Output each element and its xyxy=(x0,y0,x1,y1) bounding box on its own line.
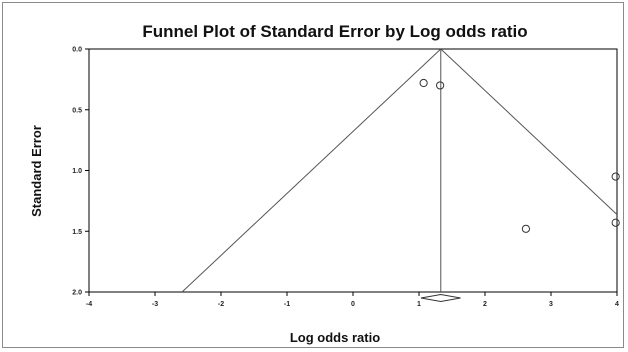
x-tick-label: -1 xyxy=(284,301,290,308)
y-tick-label: 0.0 xyxy=(72,47,82,54)
y-axis-label: Standard Error xyxy=(29,125,44,217)
x-axis-label: Log odds ratio xyxy=(290,330,380,345)
chart-title: Funnel Plot of Standard Error by Log odd… xyxy=(142,22,527,41)
plot-area xyxy=(88,48,618,293)
chart-frame: Funnel Plot of Standard Error by Log odd… xyxy=(2,2,624,348)
summary-diamond xyxy=(420,293,461,303)
y-tick-label: 2.0 xyxy=(72,290,82,297)
x-tick-label: -4 xyxy=(86,301,92,308)
x-tick-label: 0 xyxy=(351,301,355,308)
x-tick-label: 1 xyxy=(417,301,421,308)
plot-marks: -4 -3 -2 -1 0 1 2 3 4 0.0 0.5 1.0 1.5 2.0 xyxy=(72,47,620,308)
study-point xyxy=(611,218,620,227)
x-tick-label: 2 xyxy=(483,301,487,308)
funnel-plot: Funnel Plot of Standard Error by Log odd… xyxy=(29,22,620,345)
x-tick-label: -2 xyxy=(218,301,224,308)
x-tick-label: 4 xyxy=(615,301,619,308)
x-tick-label: 3 xyxy=(549,301,553,308)
funnel-lines xyxy=(181,49,617,292)
y-tick-label: 1.5 xyxy=(72,229,82,236)
x-tick-label: -3 xyxy=(152,301,158,308)
study-point xyxy=(436,81,445,90)
y-tick-label: 1.0 xyxy=(72,168,82,175)
study-point xyxy=(611,172,620,181)
study-point xyxy=(419,78,428,88)
study-point xyxy=(521,224,531,233)
funnel-right-limit xyxy=(440,49,617,216)
funnel-left-limit xyxy=(181,49,442,292)
y-tick-label: 0.5 xyxy=(72,107,82,114)
